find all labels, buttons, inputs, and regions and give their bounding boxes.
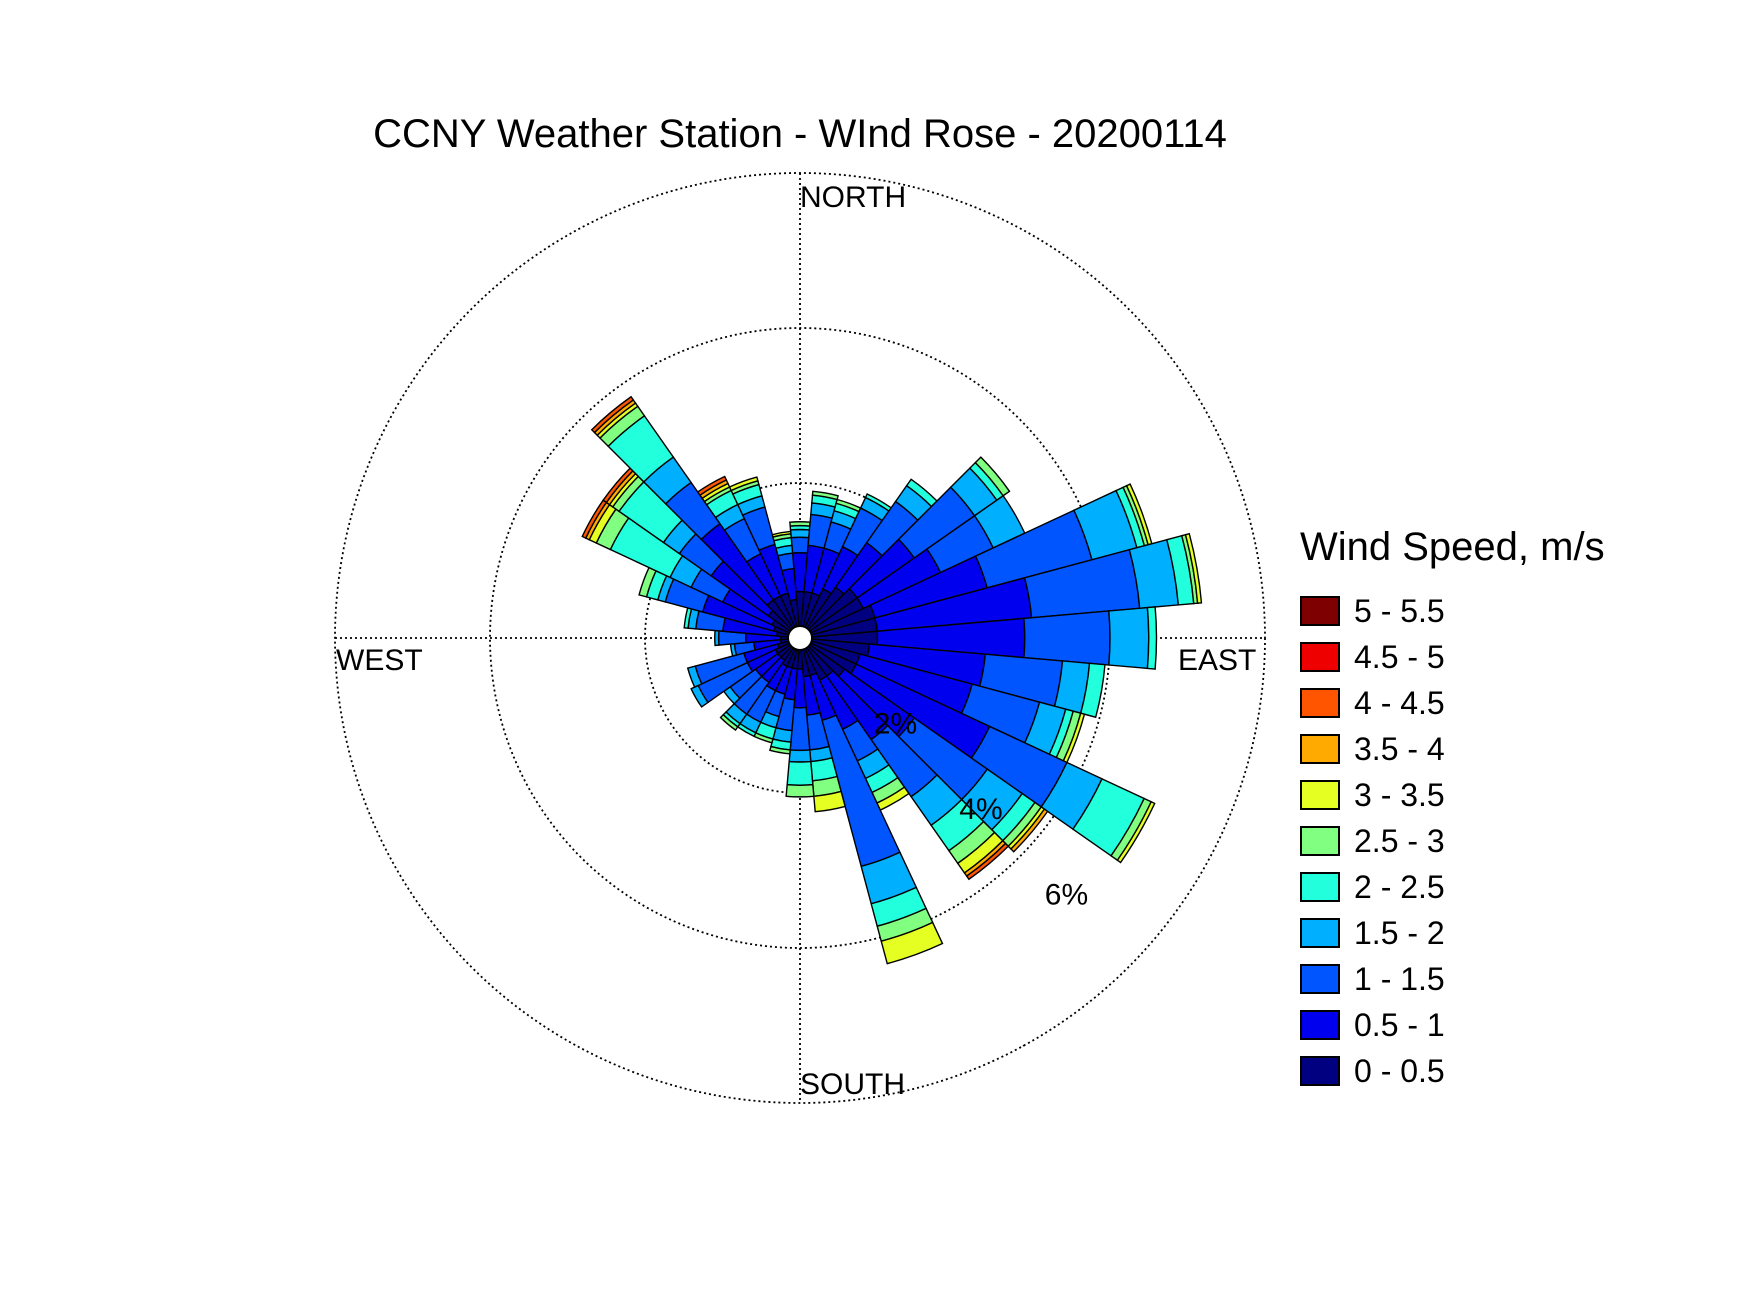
sector-0-bin-5 (789, 521, 811, 527)
legend-swatch (1300, 826, 1340, 856)
sector-120-bin-6 (1116, 800, 1156, 864)
sector-240-bin-3 (690, 684, 709, 708)
legend-swatch (1300, 1056, 1340, 1086)
legend-swatch (1300, 688, 1340, 718)
legend-item: 4 - 4.5 (1300, 680, 1605, 726)
sector-330-bin-8 (696, 475, 728, 497)
sector-100-bin-4 (1079, 662, 1106, 719)
legend-swatch (1300, 918, 1340, 948)
sector-190-bin-5 (769, 745, 791, 755)
sector-320-bin-8 (590, 395, 635, 434)
legend-label: 1 - 1.5 (1354, 960, 1445, 997)
direction-label-south: SOUTH (800, 1068, 905, 1101)
legend: Wind Speed, m/s 5 - 5.5 4.5 - 5 4 - 4.5 3.5… (1300, 525, 1605, 1094)
sector-90-bin-3 (1108, 606, 1150, 670)
legend-item: 2.5 - 3 (1300, 818, 1605, 864)
legend-swatch (1300, 734, 1340, 764)
legend-swatch (1300, 780, 1340, 810)
sector-180-bin-5 (785, 783, 815, 798)
legend-label: 4.5 - 5 (1354, 638, 1445, 675)
grid-ring (334, 172, 1266, 1104)
direction-label-west: WEST (336, 644, 423, 677)
legend-label: 2 - 2.5 (1354, 868, 1445, 905)
legend-label: 4 - 4.5 (1354, 684, 1445, 721)
sector-90-bin-2 (1023, 610, 1111, 666)
direction-label-east: EAST (1178, 644, 1256, 677)
legend-item: 2 - 2.5 (1300, 864, 1605, 910)
legend-swatch (1300, 964, 1340, 994)
sector-170-bin-6 (813, 790, 846, 813)
chart-title: CCNY Weather Station - WInd Rose - 20200… (373, 112, 1227, 156)
sector-180-bin-3 (788, 749, 812, 763)
legend-title: Wind Speed, m/s (1300, 525, 1605, 569)
legend-swatch (1300, 872, 1340, 902)
legend-label: 0 - 0.5 (1354, 1052, 1445, 1089)
legend-item: 5 - 5.5 (1300, 588, 1605, 634)
sector-160-bin-6 (880, 921, 944, 965)
legend-item: 0.5 - 1 (1300, 1002, 1605, 1048)
legend-items: 5 - 5.5 4.5 - 5 4 - 4.5 3.5 - 4 3 - 3.5 2.5 -… (1300, 588, 1605, 1094)
legend-item: 3.5 - 4 (1300, 726, 1605, 772)
sector-350-bin-6 (771, 530, 792, 538)
sector-130-bin-7 (1009, 808, 1049, 853)
sector-340-bin-6 (728, 476, 759, 492)
wind-rose-chart: NORTH EAST SOUTH WEST 2% 4% 6% (334, 172, 1266, 1104)
sector-0-bin-2 (790, 536, 810, 554)
sector-10-bin-5 (811, 490, 839, 501)
sector-140-bin-8 (965, 842, 1010, 881)
legend-item: 3 - 3.5 (1300, 772, 1605, 818)
legend-item: 4.5 - 5 (1300, 634, 1605, 680)
sector-0-bin-3 (789, 528, 811, 539)
axis-labels: NORTH EAST SOUTH WEST 2% 4% 6% (336, 181, 1256, 1101)
legend-label: 2.5 - 3 (1354, 822, 1445, 859)
legend-label: 0.5 - 1 (1354, 1006, 1445, 1043)
legend-item: 1 - 1.5 (1300, 956, 1605, 1002)
sector-220-bin-5 (719, 713, 739, 732)
calm-center (787, 625, 813, 651)
direction-label-north: NORTH (800, 181, 906, 214)
legend-label: 3 - 3.5 (1354, 776, 1445, 813)
sector-50-bin-5 (974, 456, 1011, 497)
legend-label: 5 - 5.5 (1354, 592, 1445, 629)
radial-tick-label: 6% (1045, 878, 1088, 911)
legend-label: 1.5 - 2 (1354, 914, 1445, 951)
wind-sectors (581, 395, 1203, 965)
sector-80-bin-6 (1184, 532, 1203, 604)
legend-label: 3.5 - 4 (1354, 730, 1445, 767)
legend-swatch (1300, 1010, 1340, 1040)
radial-tick-label: 2% (874, 707, 917, 740)
legend-swatch (1300, 596, 1340, 626)
legend-item: 0 - 0.5 (1300, 1048, 1605, 1094)
legend-swatch (1300, 642, 1340, 672)
sector-90-bin-4 (1146, 606, 1158, 670)
legend-item: 1.5 - 2 (1300, 910, 1605, 956)
sector-180-bin-4 (786, 760, 814, 786)
radial-tick-label: 4% (959, 793, 1002, 826)
sector-250-bin-3 (686, 665, 703, 689)
sector-270-bin-3 (714, 629, 720, 647)
